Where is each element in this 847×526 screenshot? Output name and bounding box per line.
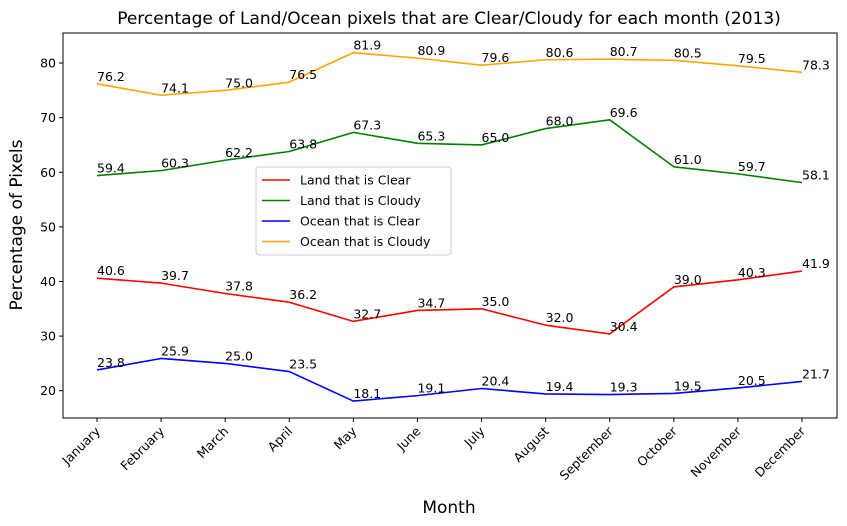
y-tick-label: 40	[40, 274, 56, 289]
y-axis: 20 30 40 50 60 70 80	[40, 56, 63, 398]
data-label: 41.9	[802, 256, 830, 271]
y-tick-label: 50	[40, 219, 56, 234]
legend-label: Land that is Clear	[300, 173, 411, 188]
x-tick-label: March	[194, 424, 232, 462]
data-label: 19.1	[417, 381, 445, 396]
legend-label: Land that is Cloudy	[300, 193, 421, 208]
data-label: 32.7	[353, 306, 381, 321]
data-label: 79.6	[482, 50, 510, 65]
y-tick-label: 70	[40, 110, 56, 125]
chart-title: Percentage of Land/Ocean pixels that are…	[117, 9, 781, 29]
x-tick-label: November	[687, 423, 744, 480]
series-layer	[96, 51, 803, 402]
data-label: 20.4	[482, 374, 510, 389]
data-label: 61.0	[674, 152, 702, 167]
data-label: 80.7	[610, 44, 638, 59]
data-label: 25.0	[225, 348, 253, 363]
y-tick-label: 20	[40, 383, 56, 398]
data-label: 75.0	[225, 75, 253, 90]
x-tick-label: May	[331, 423, 360, 452]
data-label: 59.7	[738, 159, 766, 174]
data-label: 36.2	[289, 287, 317, 302]
data-label: 65.3	[417, 128, 445, 143]
data-label: 68.0	[546, 114, 574, 129]
data-label: 19.4	[546, 379, 574, 394]
data-label: 78.3	[802, 57, 830, 72]
x-tick-label: April	[265, 424, 296, 455]
x-tick-label: February	[117, 423, 167, 473]
series-line-land-that-is-clear	[96, 270, 803, 335]
x-tick-label: June	[393, 423, 424, 454]
y-tick-label: 60	[40, 165, 56, 180]
y-tick-label: 30	[40, 329, 56, 344]
data-label: 39.0	[674, 272, 702, 287]
series-line-land-that-is-cloudy	[96, 119, 803, 184]
data-label: 34.7	[417, 295, 445, 310]
x-tick-label: December	[752, 423, 809, 480]
legend-label: Ocean that is Clear	[300, 214, 421, 229]
data-label: 23.8	[97, 355, 125, 370]
data-label: 19.5	[674, 378, 702, 393]
data-label: 76.5	[289, 67, 317, 82]
data-label: 81.9	[353, 38, 381, 53]
data-label: 21.7	[802, 366, 830, 381]
data-labels: 40.6 39.7 37.8 36.2 32.7 34.7 35.0 32.0 30.4 39.0…	[97, 38, 830, 401]
data-label: 62.2	[225, 145, 253, 160]
data-label: 23.5	[289, 357, 317, 372]
y-axis-title: Percentage of Pixels	[7, 139, 27, 310]
data-label: 37.8	[225, 278, 253, 293]
data-label: 79.5	[738, 51, 766, 66]
x-tick-label: July	[460, 423, 488, 451]
series-line-ocean-that-is-cloudy	[96, 51, 803, 97]
data-label: 30.4	[610, 319, 638, 334]
x-tick-label: January	[58, 423, 103, 468]
data-label: 80.9	[417, 43, 445, 58]
legend-label: Ocean that is Cloudy	[300, 234, 431, 249]
data-label: 76.2	[97, 69, 125, 84]
x-tick-label: October	[634, 423, 681, 470]
data-label: 60.3	[161, 156, 189, 171]
data-label: 20.5	[738, 373, 766, 388]
data-label: 25.9	[161, 343, 189, 358]
data-label: 80.6	[546, 45, 574, 60]
x-axis-title: Month	[422, 498, 475, 518]
y-tick-label: 80	[40, 56, 56, 71]
data-label: 67.3	[353, 117, 381, 132]
data-label: 19.3	[610, 380, 638, 395]
series-line-ocean-that-is-clear	[96, 357, 803, 402]
x-tick-label: August	[510, 423, 552, 465]
x-tick-label: September	[556, 423, 616, 483]
data-label: 35.0	[482, 294, 510, 309]
legend-box	[255, 166, 452, 256]
data-label: 63.8	[289, 137, 317, 152]
plot-area	[62, 32, 838, 419]
data-label: 40.6	[97, 263, 125, 278]
data-label: 39.7	[161, 268, 189, 283]
data-label: 69.6	[610, 105, 638, 120]
data-label: 40.3	[738, 265, 766, 280]
data-label: 74.1	[161, 80, 189, 95]
data-label: 32.0	[546, 310, 574, 325]
legend: Land that is Clear Land that is Cloudy Oce…	[255, 166, 452, 256]
data-label: 18.1	[353, 386, 381, 401]
data-label: 58.1	[802, 168, 830, 183]
data-label: 59.4	[97, 161, 125, 176]
data-label: 65.0	[482, 130, 510, 145]
x-axis: January February March April May June July Augu…	[58, 418, 809, 483]
data-label: 80.5	[674, 45, 702, 60]
